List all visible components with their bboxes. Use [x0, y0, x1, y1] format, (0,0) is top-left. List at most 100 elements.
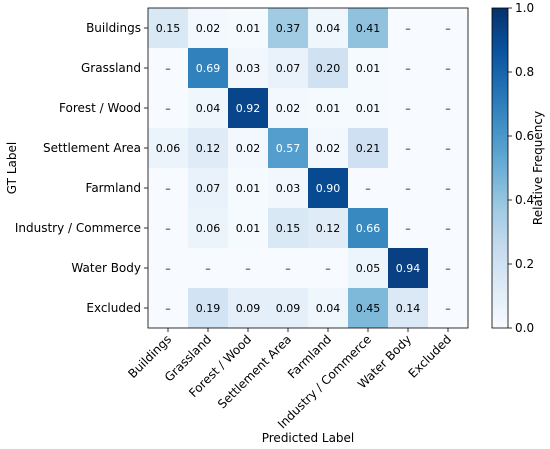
heatmap-cell: [188, 208, 228, 248]
heatmap-cells: 0.15 0.02 0.01 0.37 0.04 0.41 – – – 0.69 0.03 0.07 0…: [148, 8, 468, 328]
cell-value-label: 0.01: [236, 222, 261, 235]
cell-value-label: 0.19: [196, 302, 221, 315]
heatmap-cell: [388, 48, 428, 88]
heatmap-cell: [228, 248, 268, 288]
heatmap-cell: [428, 248, 468, 288]
heatmap-cell: [388, 88, 428, 128]
y-tick-label: Grassland: [81, 61, 141, 75]
cell-value-label: 0.41: [356, 22, 381, 35]
cell-value-label: –: [405, 62, 411, 75]
cell-value-label: –: [165, 62, 171, 75]
heatmap-cell: [188, 48, 228, 88]
heatmap-cell: [308, 128, 348, 168]
plot-frame: [147, 7, 469, 329]
cell-value-label: –: [285, 262, 291, 275]
cell-value-label: 0.94: [396, 262, 421, 275]
x-tick-label: Settlement Area: [215, 332, 294, 411]
cell-value-label: 0.01: [356, 102, 381, 115]
cell-value-label: 0.04: [316, 302, 341, 315]
heatmap-cell: [148, 128, 188, 168]
colorbar-tick-label: 0.8: [515, 65, 534, 79]
cell-value-label: 0.69: [196, 62, 221, 75]
cell-value-label: –: [445, 102, 451, 115]
heatmap-cell: [348, 168, 388, 208]
cell-value-label: –: [205, 262, 211, 275]
cell-value-label: 0.90: [316, 182, 341, 195]
heatmap-cell: [428, 8, 468, 48]
heatmap-cell: [188, 88, 228, 128]
heatmap-cell: [388, 128, 428, 168]
heatmap-cell: [308, 168, 348, 208]
colorbar-tick-label: 0.0: [515, 321, 534, 335]
heatmap-cell: [268, 48, 308, 88]
x-tick-label: Excluded: [406, 332, 455, 381]
heatmap-cell: [268, 168, 308, 208]
cell-value-label: 0.66: [356, 222, 381, 235]
heatmap-cell: [228, 208, 268, 248]
heatmap-cell: [428, 48, 468, 88]
heatmap-cell: [268, 288, 308, 328]
heatmap-cell: [348, 208, 388, 248]
heatmap-cell: [148, 8, 188, 48]
y-tick-label: Excluded: [86, 301, 141, 315]
heatmap-cell: [148, 48, 188, 88]
cell-value-label: 0.03: [276, 182, 301, 195]
cell-value-label: –: [405, 142, 411, 155]
cell-value-label: –: [445, 22, 451, 35]
cell-value-label: 0.15: [276, 222, 301, 235]
heatmap-cell: [268, 128, 308, 168]
cell-value-label: –: [445, 142, 451, 155]
heatmap-cell: [388, 8, 428, 48]
cell-value-label: 0.45: [356, 302, 381, 315]
cell-value-label: –: [405, 22, 411, 35]
heatmap-cell: [268, 8, 308, 48]
cell-value-label: 0.02: [316, 142, 341, 155]
colorbar-tick-labels: 0.0 0.2 0.4 0.6 0.8 1.0: [508, 1, 534, 335]
y-tick-label: Settlement Area: [43, 141, 141, 155]
heatmap-cell: [348, 288, 388, 328]
cell-value-label: 0.04: [316, 22, 341, 35]
heatmap-cell: [388, 168, 428, 208]
heatmap-cell: [388, 288, 428, 328]
heatmap-cell: [348, 128, 388, 168]
heatmap-cell: [228, 8, 268, 48]
colorbar-tick-label: 1.0: [515, 1, 534, 15]
cell-value-label: –: [445, 222, 451, 235]
heatmap-cell: [308, 88, 348, 128]
heatmap-cell: [428, 168, 468, 208]
heatmap-cell: [188, 288, 228, 328]
y-tick-label: Buildings: [86, 21, 141, 35]
heatmap-cell: [268, 88, 308, 128]
cell-value-label: –: [405, 182, 411, 195]
heatmap-cell: [348, 248, 388, 288]
heatmap-cell: [228, 88, 268, 128]
cell-value-label: 0.20: [316, 62, 341, 75]
y-tick-labels: Buildings Grassland Forest / Wood Settlemen…: [15, 21, 148, 315]
cell-value-label: 0.37: [276, 22, 301, 35]
cell-value-label: –: [165, 302, 171, 315]
cell-value-label: 0.07: [276, 62, 301, 75]
heatmap-cell: [228, 288, 268, 328]
cell-value-label: 0.02: [276, 102, 301, 115]
cell-value-label: –: [405, 102, 411, 115]
cell-value-label: –: [405, 222, 411, 235]
cell-value-label: 0.09: [276, 302, 301, 315]
heatmap-cell: [228, 168, 268, 208]
y-tick-label: Water Body: [71, 261, 141, 275]
heatmap-cell: [188, 8, 228, 48]
colorbar-tick-label: 0.6: [515, 129, 534, 143]
cell-value-label: 0.01: [356, 62, 381, 75]
heatmap-cell: [428, 88, 468, 128]
cell-value-label: 0.92: [236, 102, 261, 115]
cell-value-label: 0.01: [316, 102, 341, 115]
cell-value-label: 0.02: [196, 22, 221, 35]
cell-value-label: –: [165, 102, 171, 115]
heatmap-cell: [148, 288, 188, 328]
y-tick-label: Industry / Commerce: [15, 221, 141, 235]
heatmap-cell: [228, 128, 268, 168]
cell-value-label: –: [165, 262, 171, 275]
cell-value-label: –: [445, 262, 451, 275]
cell-value-label: 0.01: [236, 22, 261, 35]
heatmap-cell: [428, 288, 468, 328]
cell-value-label: 0.21: [356, 142, 381, 155]
